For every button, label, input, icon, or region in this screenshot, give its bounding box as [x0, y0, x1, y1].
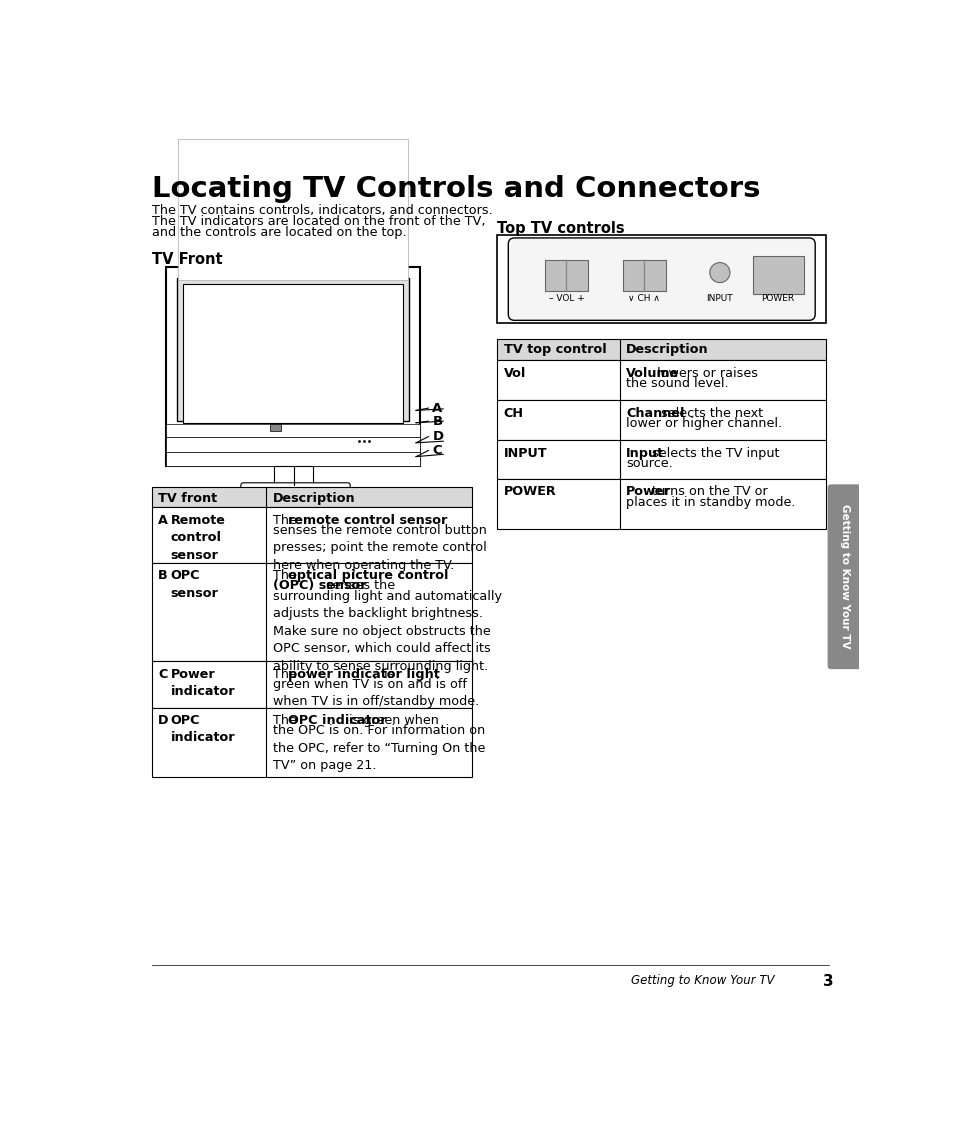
Text: ∨ CH ∧: ∨ CH ∧	[627, 294, 659, 303]
Text: lowers or raises: lowers or raises	[652, 366, 757, 380]
Text: C: C	[158, 667, 167, 681]
Text: The TV indicators are located on the front of the TV,: The TV indicators are located on the fro…	[152, 214, 485, 228]
Text: The: The	[273, 513, 300, 527]
Text: power indicator light: power indicator light	[287, 667, 438, 681]
Bar	[497, 339, 825, 360]
FancyBboxPatch shape	[241, 483, 350, 501]
Text: is: is	[380, 667, 395, 681]
Text: turns on the TV or: turns on the TV or	[647, 485, 767, 499]
Text: C: C	[432, 444, 441, 457]
FancyBboxPatch shape	[508, 238, 815, 320]
Text: surrounding light and automatically
adjusts the backlight brightness.
Make sure : surrounding light and automatically adju…	[273, 590, 501, 673]
Text: OPC
sensor: OPC sensor	[171, 569, 218, 600]
Text: OPC indicator: OPC indicator	[287, 714, 386, 727]
Text: TV Front: TV Front	[152, 252, 222, 267]
Text: POWER: POWER	[760, 294, 794, 303]
Bar	[497, 478, 825, 529]
Text: source.: source.	[625, 457, 672, 471]
Text: Top TV controls: Top TV controls	[497, 221, 624, 236]
Bar	[178, 139, 407, 280]
Text: lower or higher channel.: lower or higher channel.	[625, 417, 781, 430]
Bar	[166, 423, 419, 437]
Text: selects the next: selects the next	[657, 407, 762, 420]
Text: The: The	[273, 714, 300, 727]
Text: The TV contains controls, indicators, and connectors.: The TV contains controls, indicators, an…	[152, 204, 492, 217]
Text: Getting to Know Your TV: Getting to Know Your TV	[630, 974, 774, 987]
Bar	[497, 235, 825, 323]
Bar	[497, 360, 825, 401]
Text: INPUT: INPUT	[503, 447, 547, 459]
Text: Power
indicator: Power indicator	[171, 667, 234, 699]
Bar	[270, 423, 281, 431]
Bar	[497, 440, 825, 478]
Text: D: D	[158, 714, 169, 727]
Text: Description: Description	[625, 344, 708, 356]
Bar	[166, 451, 419, 466]
Text: green when TV is on and is off
when TV is in off/standby mode.: green when TV is on and is off when TV i…	[273, 678, 478, 709]
Text: is green when: is green when	[345, 714, 438, 727]
Bar	[152, 487, 472, 508]
FancyBboxPatch shape	[827, 484, 861, 669]
Bar	[176, 279, 409, 421]
Text: places it in standby mode.: places it in standby mode.	[625, 495, 795, 509]
Text: senses the remote control button
presses; point the remote control
here when ope: senses the remote control button presses…	[273, 524, 486, 572]
Bar	[274, 466, 313, 485]
Text: A: A	[158, 513, 168, 527]
Bar	[497, 401, 825, 440]
Text: the sound level.: the sound level.	[625, 377, 728, 390]
Text: (OPC) sensor: (OPC) sensor	[273, 579, 366, 593]
Circle shape	[709, 263, 729, 283]
Text: B: B	[158, 569, 168, 582]
Bar	[152, 661, 472, 707]
Text: Getting to Know Your TV: Getting to Know Your TV	[839, 504, 849, 649]
Text: and the controls are located on the top.: and the controls are located on the top.	[152, 226, 406, 238]
Text: Locating TV Controls and Connectors: Locating TV Controls and Connectors	[152, 175, 760, 203]
Text: The: The	[273, 569, 300, 582]
Bar	[183, 284, 402, 422]
Text: TV front: TV front	[158, 492, 217, 505]
Bar	[166, 267, 419, 466]
Text: D: D	[432, 430, 443, 444]
Text: optical picture control: optical picture control	[287, 569, 448, 582]
Bar	[152, 563, 472, 661]
Text: Channel: Channel	[625, 407, 684, 420]
Bar	[545, 259, 587, 291]
Text: POWER: POWER	[503, 485, 556, 499]
Text: Description: Description	[273, 492, 355, 505]
Bar	[176, 279, 409, 393]
Text: B: B	[432, 414, 442, 428]
Text: – VOL +: – VOL +	[548, 294, 583, 303]
Bar	[166, 437, 419, 451]
Text: TV top control: TV top control	[503, 344, 606, 356]
Text: OPC
indicator: OPC indicator	[171, 714, 234, 745]
Text: Volume: Volume	[625, 366, 679, 380]
Text: senses the: senses the	[325, 579, 395, 593]
Text: A: A	[432, 402, 442, 414]
Text: Power: Power	[625, 485, 670, 499]
Bar	[152, 707, 472, 777]
Text: Remote
control
sensor: Remote control sensor	[171, 513, 225, 562]
Text: Input: Input	[625, 447, 663, 459]
Text: INPUT: INPUT	[706, 294, 733, 303]
Bar	[622, 259, 665, 291]
Text: Vol: Vol	[503, 366, 525, 380]
Text: remote control sensor: remote control sensor	[287, 513, 446, 527]
Text: 3: 3	[822, 974, 833, 989]
Text: the OPC is on. For information on
the OPC, refer to “Turning On the
TV” on page : the OPC is on. For information on the OP…	[273, 724, 484, 773]
Text: The: The	[273, 667, 300, 681]
Bar	[753, 256, 802, 294]
Bar	[152, 508, 472, 563]
Text: selects the TV input: selects the TV input	[647, 447, 779, 459]
Text: CH: CH	[503, 407, 523, 420]
